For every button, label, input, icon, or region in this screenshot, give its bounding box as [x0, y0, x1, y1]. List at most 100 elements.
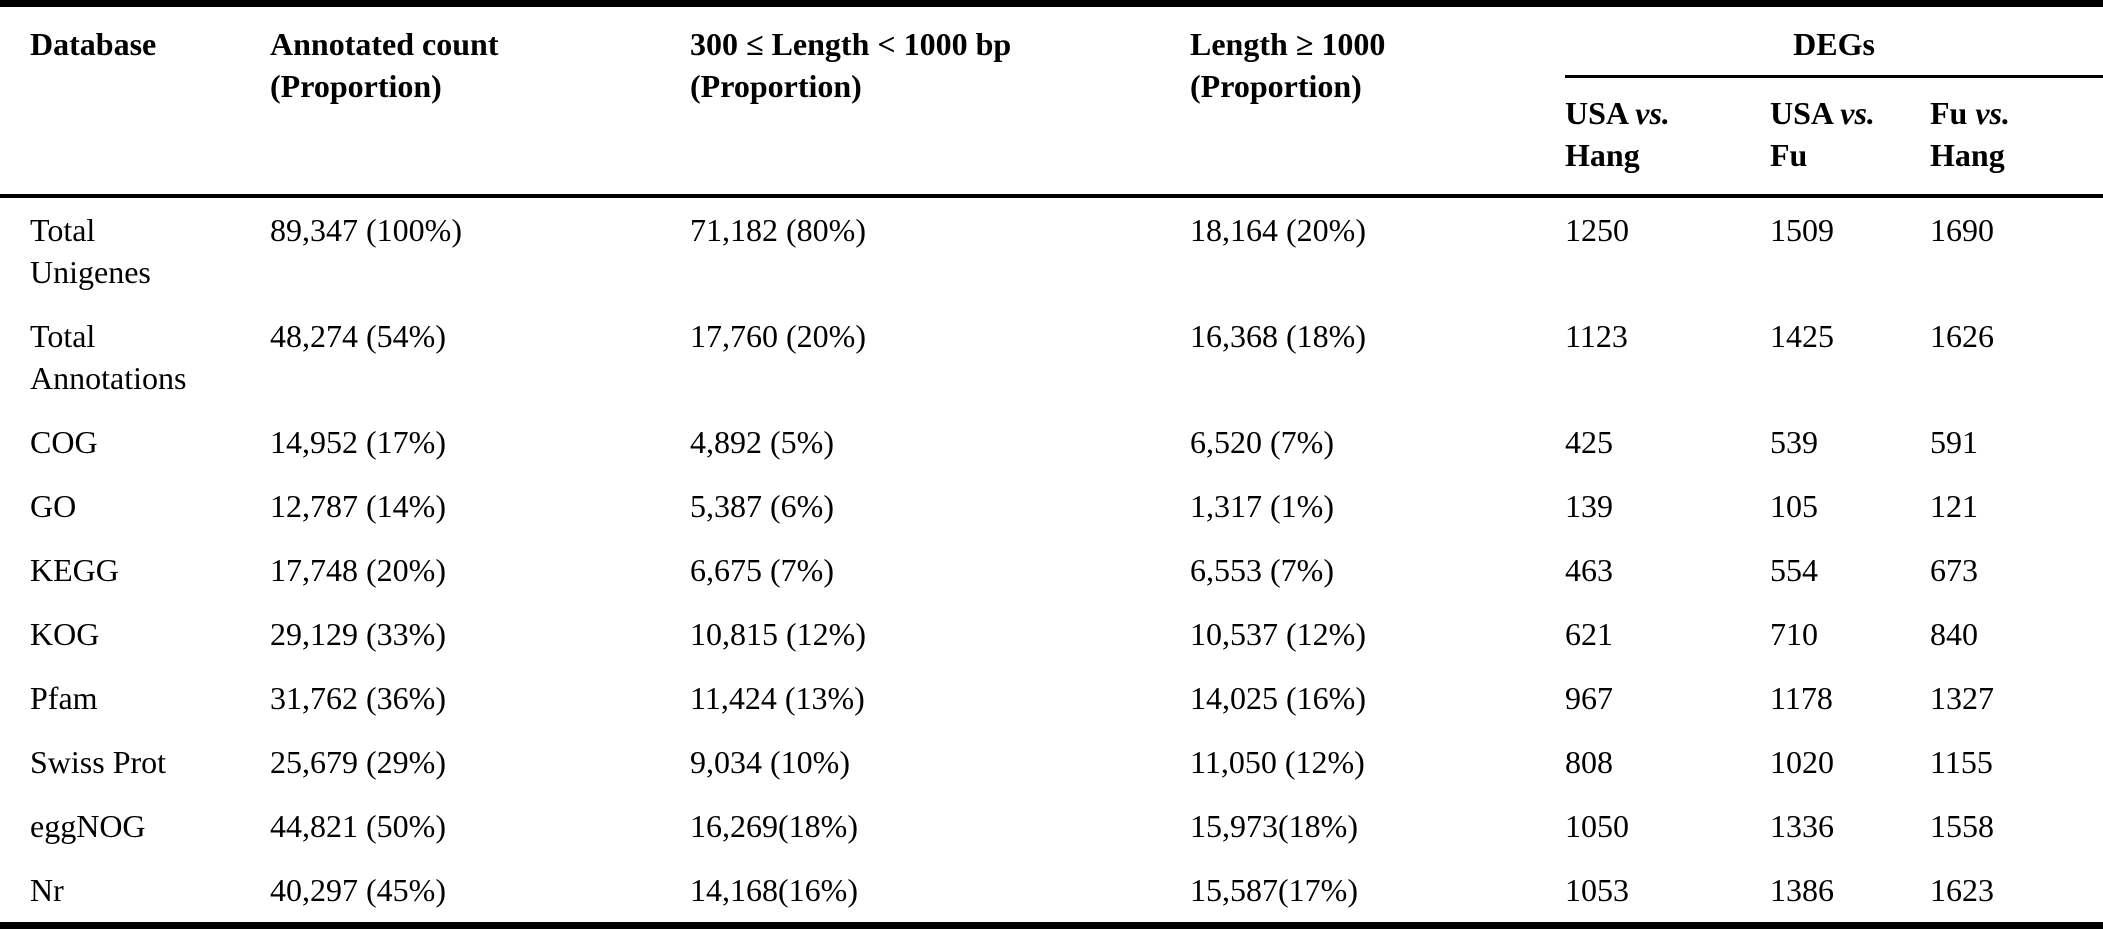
cell-usa_hang: 967: [1565, 680, 1613, 716]
cell-fu_hang: 121: [1930, 488, 1978, 524]
cell-database: Nr: [30, 872, 64, 908]
col-header-length-ge-1000-line2: (Proportion): [1190, 68, 1362, 104]
col-header-fu-vs-hang: Fu vs. Hang: [1905, 78, 2103, 196]
cell-len300: 71,182 (80%): [690, 212, 866, 248]
table-header: Database Annotated count (Proportion) 30…: [0, 4, 2103, 196]
cell-len300: 9,034 (10%): [690, 744, 850, 780]
table-row: eggNOG 44,821 (50%) 16,269(18%) 15,973(18%)…: [0, 794, 2103, 858]
cell-database: COG: [30, 424, 98, 460]
col-header-annotated-line1: Annotated count: [270, 26, 499, 62]
cell-annotated: 89,347 (100%): [270, 212, 462, 248]
cell-annotated: 12,787 (14%): [270, 488, 446, 524]
col-header-degs-spanner: DEGs: [1540, 4, 2103, 78]
cell-len300: 16,269(18%): [690, 808, 858, 844]
cell-database: KOG: [30, 616, 100, 652]
cell-len1000: 11,050 (12%): [1190, 744, 1365, 780]
cell-database: Total Annotations: [30, 318, 187, 396]
col-header-length-300-1000: 300 ≤ Length < 1000 bp (Proportion): [660, 4, 1160, 197]
cell-usa_fu: 1425: [1770, 318, 1834, 354]
deg-vs-0: vs.: [1635, 95, 1670, 131]
cell-database: eggNOG: [30, 808, 146, 844]
deg-pre-2: Fu: [1930, 95, 1976, 131]
col-header-usa-vs-fu-line2: Fu: [1770, 137, 1808, 173]
col-header-usa-vs-hang: USA vs. Hang: [1540, 78, 1745, 196]
table-row: GO 12,787 (14%) 5,387 (6%) 1,317 (1%) 139 105…: [0, 474, 2103, 538]
cell-database: Pfam: [30, 680, 98, 716]
table-row: Total Unigenes 89,347 (100%) 71,182 (80%) 1…: [0, 196, 2103, 304]
cell-usa_hang: 463: [1565, 552, 1613, 588]
cell-len1000: 16,368 (18%): [1190, 318, 1366, 354]
cell-database: Swiss Prot: [30, 744, 167, 780]
table-row: Nr 40,297 (45%) 14,168(16%) 15,587(17%) 1053…: [0, 858, 2103, 926]
cell-usa_hang: 139: [1565, 488, 1613, 524]
deg-vs-1: vs.: [1840, 95, 1875, 131]
cell-fu_hang: 1558: [1930, 808, 1994, 844]
cell-usa_hang: 808: [1565, 744, 1613, 780]
deg-vs-2: vs.: [1975, 95, 2010, 131]
col-header-fu-vs-hang-line1: Fu vs.: [1930, 92, 2103, 134]
cell-usa_fu: 1509: [1770, 212, 1834, 248]
cell-usa_fu: 1020: [1770, 744, 1834, 780]
cell-usa_fu: 1386: [1770, 872, 1834, 908]
cell-annotated: 14,952 (17%): [270, 424, 446, 460]
table-row: COG 14,952 (17%) 4,892 (5%) 6,520 (7%) 425 53…: [0, 410, 2103, 474]
col-header-usa-vs-hang-line1: USA vs.: [1565, 92, 1745, 134]
cell-len300: 17,760 (20%): [690, 318, 866, 354]
cell-len1000: 6,520 (7%): [1190, 424, 1334, 460]
cell-len1000: 15,587(17%): [1190, 872, 1358, 908]
cell-annotated: 48,274 (54%): [270, 318, 446, 354]
cell-len1000: 18,164 (20%): [1190, 212, 1366, 248]
degs-spanner-rule: [1565, 75, 2103, 78]
cell-len300: 14,168(16%): [690, 872, 858, 908]
col-header-usa-vs-fu-line1: USA vs.: [1770, 92, 1905, 134]
cell-fu_hang: 1626: [1930, 318, 1994, 354]
col-header-database: Database: [0, 4, 240, 197]
header-row-sub: USA vs. Hang USA vs. Fu Fu vs. Hang: [0, 78, 2103, 196]
cell-len1000: 1,317 (1%): [1190, 488, 1334, 524]
cell-usa_hang: 1050: [1565, 808, 1629, 844]
col-header-annotated-count: Annotated count (Proportion): [240, 4, 660, 197]
cell-usa_fu: 554: [1770, 552, 1818, 588]
cell-annotated: 17,748 (20%): [270, 552, 446, 588]
cell-annotated: 29,129 (33%): [270, 616, 446, 652]
cell-database: GO: [30, 488, 77, 524]
cell-usa_hang: 1053: [1565, 872, 1629, 908]
cell-annotated: 25,679 (29%): [270, 744, 446, 780]
deg-pre-1: USA: [1770, 95, 1841, 131]
degs-spanner-label: DEGs: [1793, 26, 1875, 62]
cell-database: KEGG: [30, 552, 119, 588]
col-header-length-300-1000-line1: 300 ≤ Length < 1000 bp: [690, 26, 1012, 62]
cell-len300: 11,424 (13%): [690, 680, 865, 716]
cell-usa_hang: 621: [1565, 616, 1613, 652]
table-body: Total Unigenes 89,347 (100%) 71,182 (80%) 1…: [0, 196, 2103, 926]
table-row: KOG 29,129 (33%) 10,815 (12%) 10,537 (12%) 6…: [0, 602, 2103, 666]
header-row-top: Database Annotated count (Proportion) 30…: [0, 4, 2103, 104]
table-row: KEGG 17,748 (20%) 6,675 (7%) 6,553 (7%) 463 5…: [0, 538, 2103, 602]
cell-fu_hang: 673: [1930, 552, 1978, 588]
cell-fu_hang: 1623: [1930, 872, 1994, 908]
cell-usa_fu: 1178: [1770, 680, 1833, 716]
cell-fu_hang: 591: [1930, 424, 1978, 460]
cell-usa_hang: 1123: [1565, 318, 1628, 354]
cell-len1000: 6,553 (7%): [1190, 552, 1334, 588]
col-header-length-ge-1000-line1: Length ≥ 1000: [1190, 26, 1386, 62]
col-header-annotated-line2: (Proportion): [270, 68, 442, 104]
cell-usa_hang: 1250: [1565, 212, 1629, 248]
col-header-usa-vs-fu: USA vs. Fu: [1745, 78, 1905, 196]
table-row: Total Annotations 48,274 (54%) 17,760 (20%…: [0, 304, 2103, 410]
cell-usa_fu: 1336: [1770, 808, 1834, 844]
cell-usa_fu: 539: [1770, 424, 1818, 460]
cell-len1000: 14,025 (16%): [1190, 680, 1366, 716]
cell-annotated: 31,762 (36%): [270, 680, 446, 716]
col-header-fu-vs-hang-line2: Hang: [1930, 137, 2005, 173]
col-header-length-300-1000-line2: (Proportion): [690, 68, 862, 104]
cell-len300: 6,675 (7%): [690, 552, 834, 588]
table-row: Pfam 31,762 (36%) 11,424 (13%) 14,025 (16%)…: [0, 666, 2103, 730]
cell-annotated: 40,297 (45%): [270, 872, 446, 908]
cell-len1000: 15,973(18%): [1190, 808, 1358, 844]
deg-pre-0: USA: [1565, 95, 1636, 131]
table-row: Swiss Prot 25,679 (29%) 9,034 (10%) 11,050 …: [0, 730, 2103, 794]
cell-fu_hang: 840: [1930, 616, 1978, 652]
cell-len300: 5,387 (6%): [690, 488, 834, 524]
